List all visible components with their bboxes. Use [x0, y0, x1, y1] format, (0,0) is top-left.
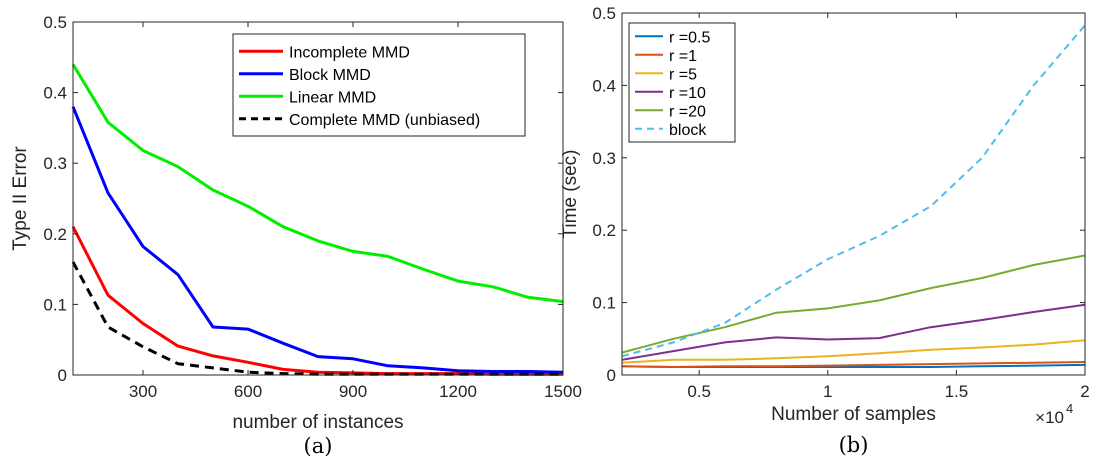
y-tick-label: 0.4	[592, 76, 616, 95]
x-axis-label: Number of samples	[771, 404, 936, 425]
x-axis-multiplier-exponent: 4	[1066, 401, 1073, 416]
series-line-4	[621, 303, 1086, 361]
y-tick-label: 0.4	[43, 84, 67, 103]
x-axis-label: number of instances	[232, 412, 403, 433]
y-axis-label: Time (sec)	[560, 149, 581, 238]
legend: r =0.5 r =1r =5 r =10r =20 block	[628, 22, 736, 143]
legend: Incomplete MMD Block MMD Linear MMD Complet…	[232, 33, 526, 137]
x-tick-label: 1.5	[945, 382, 969, 401]
series-line-3	[621, 339, 1086, 364]
legend-entry: r =10	[669, 85, 706, 102]
legend-box	[628, 22, 736, 143]
y-tick-label: 0.1	[592, 294, 616, 313]
chart-panel-a: 0 0.1 0.2 0.3 0.4 0.5 300 600 900 1200 1500 number …	[10, 13, 582, 458]
series-line-3	[71, 63, 564, 304]
axes-frame	[621, 12, 1086, 376]
legend-entry: block	[669, 122, 707, 139]
y-tick-label: 0.5	[592, 4, 616, 23]
series-line-6	[621, 24, 1086, 358]
y-tick-label: 0.2	[592, 221, 616, 240]
y-axis-label: Type II Error	[10, 146, 31, 251]
x-tick-label: 600	[234, 382, 262, 401]
panel-caption: (a)	[304, 434, 333, 458]
x-tick-label: 300	[129, 382, 157, 401]
x-tick-label: 1200	[439, 382, 477, 401]
legend-entry: r =5	[669, 66, 697, 83]
x-tick-label: 2	[1080, 382, 1089, 401]
panel-caption: (b)	[839, 433, 869, 457]
legend-entry: r =1	[669, 48, 697, 65]
y-tick-label: 0.1	[43, 295, 67, 314]
series-line-2	[621, 361, 1086, 368]
y-tick-label: 0	[58, 366, 67, 385]
legend-entry: Complete MMD (unbiased)	[289, 112, 480, 129]
legend-entry: Incomplete MMD	[289, 44, 410, 61]
y-tick-label: 0	[607, 366, 616, 385]
x-tick-label: 1500	[544, 382, 582, 401]
y-tick-label: 0.3	[592, 149, 616, 168]
series-line-5	[621, 254, 1086, 354]
chart-panel-b: 0 0.1 0.2 0.3 0.4 0.5 0.5 1 1.5 2 Number of sample…	[560, 4, 1090, 457]
series-line-2	[71, 106, 564, 374]
legend-entry: r =20	[669, 103, 706, 120]
y-tick-label: 0.3	[43, 154, 67, 173]
x-axis-multiplier: ×10	[1035, 408, 1064, 427]
x-tick-label: 1	[823, 382, 832, 401]
legend-entry: Block MMD	[289, 67, 371, 84]
axes-frame	[72, 21, 564, 376]
x-tick-label: 900	[339, 382, 367, 401]
legend-entry: r =0.5	[669, 29, 710, 46]
y-tick-label: 0.2	[43, 225, 67, 244]
series-line-4	[71, 261, 563, 376]
legend-entry: Linear MMD	[289, 89, 376, 106]
y-tick-label: 0.5	[43, 13, 67, 32]
x-tick-label: 0.5	[687, 382, 711, 401]
